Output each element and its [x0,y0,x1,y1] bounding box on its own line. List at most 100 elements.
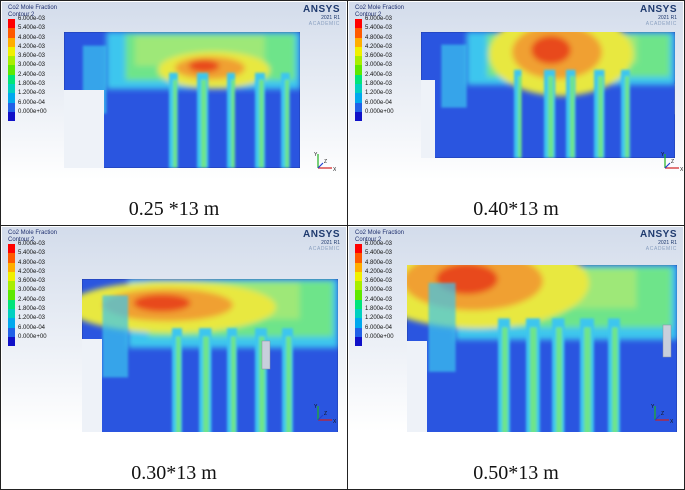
contour-panel: Co2 Mole Fraction Contour 2 6.000e-03 5.400… [349,227,683,432]
plume-core [570,76,575,158]
legend-swatch [8,84,15,94]
legend-row: 6.000e-04 [355,99,435,112]
legend-swatch [8,19,15,29]
legend-level-label: 1.800e-03 [18,81,46,88]
legend-row: 3.000e-03 [8,62,88,75]
axis-label-y: Y [661,152,665,158]
legend-row: 4.800e-03 [8,259,88,272]
axis-label-x: X [333,419,336,425]
legend-swatch [8,271,15,282]
legend-swatch [8,318,15,328]
legend-row: 6.000e-03 [355,16,435,29]
legend-swatch [355,93,362,103]
co2-contour-plot [421,32,675,158]
upper-region [466,32,675,96]
legend-row: 3.000e-03 [8,287,88,300]
legend-swatch [8,290,15,300]
legend-row: 5.400e-03 [8,25,88,38]
axis-label-z: Z [324,159,327,165]
upper-region [106,32,300,90]
legend-level-label: 6.000e-04 [18,99,46,106]
axis-triad: YZX [314,152,336,173]
legend-row: 0.000e+00 [355,334,435,347]
legend-swatch [355,56,362,66]
legend-swatch [355,19,362,29]
domain-notch [64,90,104,168]
legend-level-label: 5.400e-03 [18,25,46,32]
axis-triad: YZX [651,404,673,425]
legend-swatch [355,262,362,272]
plume-core [625,76,630,158]
legend-swatch [8,309,15,319]
legend-swatch [8,74,15,85]
legend-swatch [355,281,362,291]
legend-row: 1.800e-03 [8,306,88,319]
domain-notch [407,341,427,432]
legend-row: 6.000e-04 [355,325,435,337]
plume-core [502,327,508,432]
inlet-rect [662,324,672,358]
axis-triad: YZX [661,152,683,173]
legend-level-label: 4.200e-03 [18,43,46,50]
legend-level-label: 1.800e-03 [365,81,393,88]
panel-caption: 0.30*13 m [131,462,217,484]
plume-core [598,76,604,158]
legend-level-label: 6.000e-04 [365,99,393,106]
plume-core [231,336,236,432]
legend-swatch [355,74,362,85]
ansys-logo: ANSYS 2021 R1 ACADEMIC [303,5,340,28]
legend-swatch [355,111,362,122]
left-plume [102,295,129,378]
legend-swatch [8,262,15,272]
red-hotspot [133,294,191,312]
legend-level-label: 4.800e-03 [18,34,46,41]
legend-level-label: 1.800e-03 [365,306,393,313]
legend-row: 6.000e-04 [8,324,88,337]
plume-core [259,336,265,432]
legend-level-label: 3.000e-03 [18,287,46,294]
color-legend: Co2 Mole Fraction Contour 2 6.000e-03 5.400… [8,230,88,347]
legend-level-label: 5.400e-03 [18,250,46,257]
axis-label-z: Z [324,411,327,417]
legend-row: 0.000e+00 [8,334,88,347]
brand-edition: ACADEMIC [308,21,340,27]
plume-core [556,327,562,432]
brand-edition: ACADEMIC [308,246,340,252]
legend-level-label: 4.800e-03 [18,259,46,266]
contour-panel: Co2 Mole Fraction Contour 2 6.000e-03 5.400… [349,2,683,180]
legend-title: Co2 Mole Fraction [355,5,405,11]
legend-level-label: 3.600e-03 [365,278,393,285]
color-legend: Co2 Mole Fraction Contour 2 6.000e-03 5.400… [8,5,88,122]
legend-row: 5.400e-03 [8,250,88,263]
legend-level-label: 3.000e-03 [365,287,393,294]
plume-core [176,336,181,432]
legend-row: 4.200e-03 [355,44,435,57]
legend-swatch [8,65,15,75]
legend-level-label: 6.000e-04 [18,324,46,331]
legend-row: 0.000e+00 [355,109,435,122]
legend-subtitle: Contour 2 [8,12,35,18]
legend-level-label: 1.800e-03 [18,306,46,313]
legend-level-label: 3.600e-03 [18,53,46,60]
axis-label-y: Y [314,152,318,158]
legend-swatch [355,84,362,94]
legend-row: 1.200e-03 [8,315,88,328]
panel-caption: 0.50*13 m [473,462,559,484]
upper-region [82,279,338,348]
brand-name: ANSYS [640,229,677,240]
legend-row: 5.400e-03 [355,25,435,38]
legend-swatch [8,93,15,103]
legend-row: 1.200e-03 [8,90,88,103]
panel-caption: 0.25 *13 m [128,198,220,220]
legend-level-label: 2.400e-03 [365,296,393,303]
legend-level-label: 6.000e-03 [18,241,46,247]
legend-level-label: 1.200e-03 [18,315,46,322]
legend-row: 4.800e-03 [8,34,88,47]
plume-core [203,336,209,432]
panel-cell: Co2 Mole Fraction Contour 2 6.000e-03 5.400… [0,0,348,226]
legend-swatch [8,244,15,254]
legend-level-label: 1.200e-03 [18,90,46,97]
color-legend: Co2 Mole Fraction Contour 2 6.000e-03 5.400… [355,230,435,347]
legend-row: 4.200e-03 [355,269,435,282]
legend-level-label: 6.000e-03 [18,16,46,22]
